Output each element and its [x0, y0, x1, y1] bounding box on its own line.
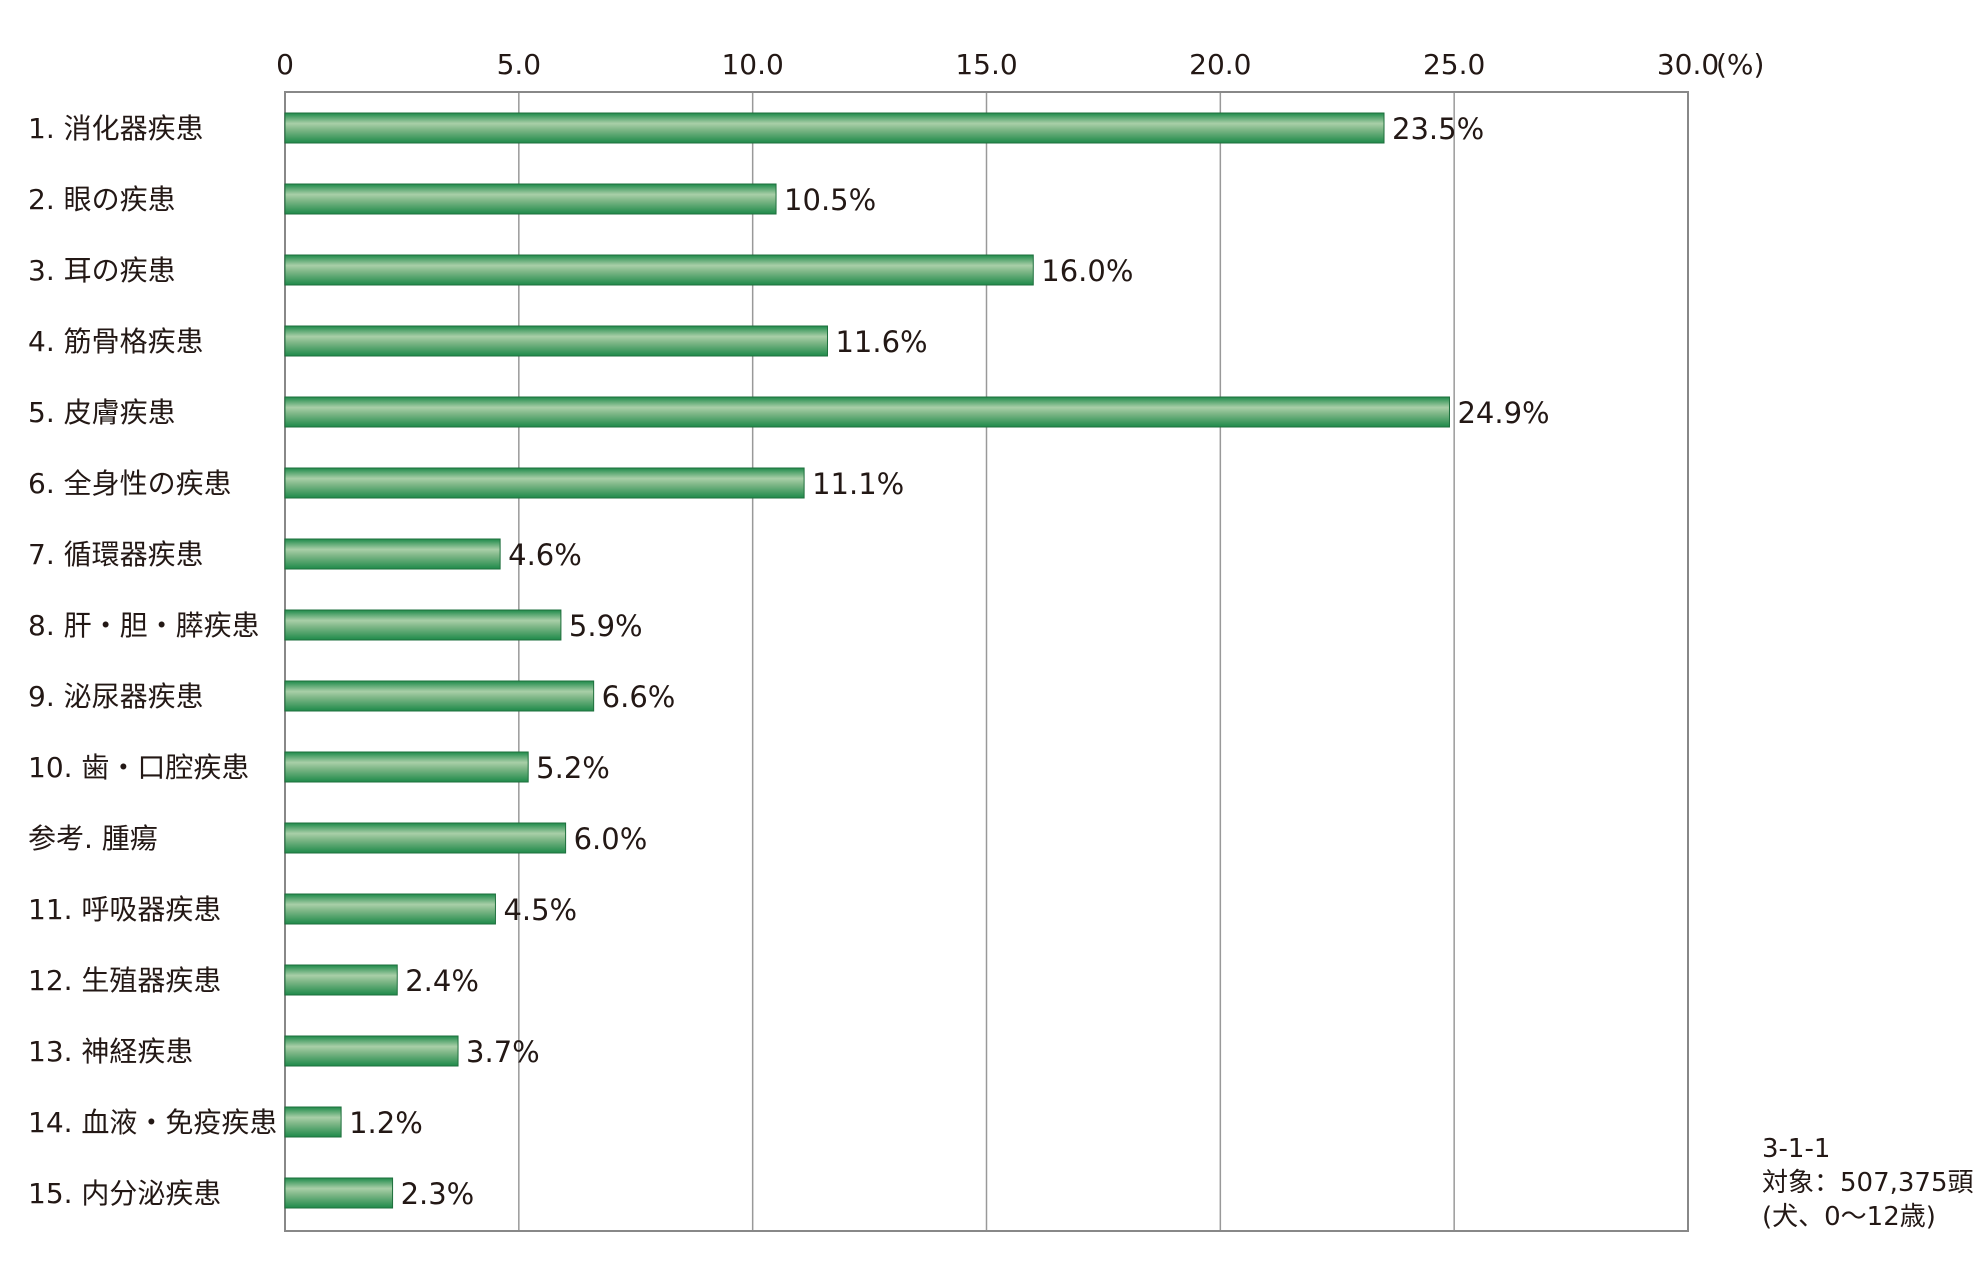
bar [284, 1177, 394, 1209]
x-axis-ticks: 0 5.0 10.0 15.0 20.0 25.0 30.0(%) [276, 48, 1764, 81]
bar [284, 893, 496, 925]
value-label: 11.6% [835, 325, 927, 359]
value-label: 11.1% [812, 467, 904, 501]
bar [284, 609, 562, 641]
sample-note: 3-1-1 対象：507,375頭 (犬、0～12歳) [1762, 1132, 1974, 1234]
category-label: 3. 耳の疾患 [28, 254, 176, 287]
value-label: 4.5% [503, 893, 577, 927]
category-label: 13. 神経疾患 [28, 1035, 193, 1068]
bar [284, 325, 828, 357]
value-label: 4.6% [508, 538, 582, 572]
value-label: 16.0% [1041, 254, 1133, 288]
plot-frame [284, 91, 1689, 1232]
category-label: 8. 肝・胆・膵疾患 [28, 609, 260, 642]
x-tick-label: 0 [276, 48, 294, 81]
bar [284, 396, 1450, 428]
unit-label: (%) [1716, 48, 1764, 81]
bar [284, 680, 595, 712]
bar [284, 964, 398, 996]
category-label: 10. 歯・口腔疾患 [28, 751, 249, 784]
bar [284, 183, 777, 215]
category-label: 12. 生殖器疾患 [28, 964, 221, 997]
value-label: 10.5% [784, 183, 876, 217]
bar [284, 822, 567, 854]
note-code: 3-1-1 [1762, 1134, 1831, 1164]
bar [284, 538, 501, 570]
value-label: 3.7% [466, 1035, 540, 1069]
bar [284, 1035, 459, 1067]
bar [284, 1106, 342, 1138]
bar [284, 254, 1034, 286]
x-tick-label: 25.0 [1423, 48, 1485, 81]
value-label: 1.2% [349, 1106, 423, 1140]
bars [284, 112, 1450, 1209]
category-label: 1. 消化器疾患 [28, 112, 204, 145]
x-tick-label: 20.0 [1189, 48, 1251, 81]
note-subject: 対象：507,375頭 [1762, 1168, 1974, 1198]
x-tick-label: 15.0 [955, 48, 1017, 81]
category-label: 11. 呼吸器疾患 [28, 893, 221, 926]
value-labels: 23.5% 10.5% 16.0% 11.6% 24.9% 11.1% 4.6% 5.9% 6.… [349, 112, 1550, 1211]
value-label: 23.5% [1392, 112, 1484, 146]
value-label: 5.9% [569, 609, 643, 643]
x-tick-label: 30.0 [1657, 48, 1719, 81]
bar [284, 751, 529, 783]
category-label: 参考. 腫瘍 [28, 822, 158, 855]
value-label: 6.6% [602, 680, 676, 714]
value-label: 24.9% [1457, 396, 1549, 430]
category-label: 15. 内分泌疾患 [28, 1177, 221, 1210]
value-label: 2.3% [401, 1177, 475, 1211]
category-label: 7. 循環器疾患 [28, 538, 204, 571]
category-label: 5. 皮膚疾患 [28, 396, 176, 429]
x-tick-label: 5.0 [497, 48, 542, 81]
bar [284, 112, 1385, 144]
category-label: 14. 血液・免疫疾患 [28, 1106, 277, 1139]
category-label: 6. 全身性の疾患 [28, 467, 232, 500]
note-scope: (犬、0～12歳) [1762, 1202, 1936, 1232]
category-label: 2. 眼の疾患 [28, 183, 176, 216]
value-label: 6.0% [574, 822, 648, 856]
category-label: 9. 泌尿器疾患 [28, 680, 204, 713]
value-label: 2.4% [405, 964, 479, 998]
value-label: 5.2% [536, 751, 610, 785]
bar [284, 467, 805, 499]
x-tick-label: 10.0 [721, 48, 783, 81]
category-label: 4. 筋骨格疾患 [28, 325, 204, 358]
category-labels: 1. 消化器疾患 2. 眼の疾患 3. 耳の疾患 4. 筋骨格疾患 5. 皮膚疾患 6. … [28, 112, 277, 1210]
